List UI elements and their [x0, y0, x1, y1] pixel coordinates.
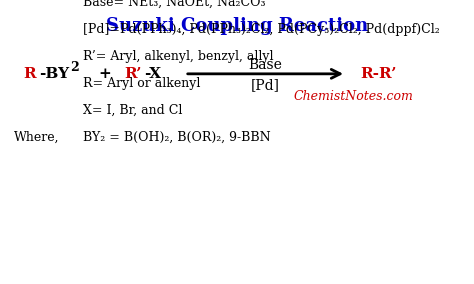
- Text: BY₂ = B(OH)₂, B(OR)₂, 9-BBN: BY₂ = B(OH)₂, B(OR)₂, 9-BBN: [83, 131, 271, 144]
- Text: R’= Aryl, alkenyl, benzyl, allyl: R’= Aryl, alkenyl, benzyl, allyl: [83, 50, 273, 63]
- Text: -BY: -BY: [39, 67, 70, 81]
- Text: ChemistNotes.com: ChemistNotes.com: [294, 90, 414, 103]
- Text: Where,: Where,: [14, 131, 60, 144]
- Text: Suzuki Coupling Reaction: Suzuki Coupling Reaction: [106, 17, 368, 35]
- Text: [Pd]=Pd(PPh₃)₄, Pd(PPh₃)₂Cl₂, Pd(PCy₃)₂Cl₂, Pd(dppf)Cl₂: [Pd]=Pd(PPh₃)₄, Pd(PPh₃)₂Cl₂, Pd(PCy₃)₂C…: [83, 23, 440, 36]
- Text: Base: Base: [248, 58, 283, 72]
- Text: Base= NEt₃, NaOEt, Na₂CO₃: Base= NEt₃, NaOEt, Na₂CO₃: [83, 0, 265, 9]
- Text: 2: 2: [70, 61, 79, 74]
- Text: X= I, Br, and Cl: X= I, Br, and Cl: [83, 104, 182, 117]
- Text: R-R’: R-R’: [360, 67, 397, 81]
- Text: R’: R’: [125, 67, 142, 81]
- Text: R: R: [24, 67, 36, 81]
- Text: R= Aryl or alkenyl: R= Aryl or alkenyl: [83, 77, 201, 90]
- Text: +: +: [98, 67, 110, 81]
- Text: -X: -X: [145, 67, 162, 81]
- Text: [Pd]: [Pd]: [251, 78, 280, 92]
